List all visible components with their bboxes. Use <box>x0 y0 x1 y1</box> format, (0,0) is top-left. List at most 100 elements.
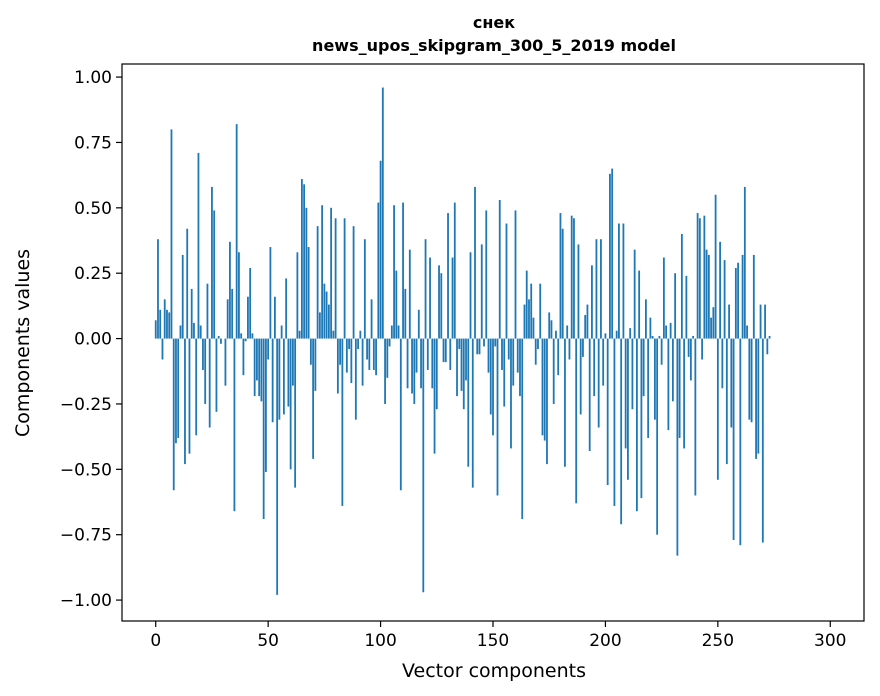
bar <box>190 288 193 339</box>
bar <box>687 338 690 357</box>
bar <box>177 338 180 438</box>
bar <box>671 338 674 402</box>
bar <box>330 207 333 339</box>
bar <box>300 179 303 339</box>
bar <box>528 299 530 339</box>
bar <box>334 218 337 339</box>
bar <box>761 338 764 543</box>
bar <box>175 338 177 444</box>
bar <box>278 338 281 420</box>
bar <box>287 338 290 407</box>
bar <box>512 338 515 386</box>
bar <box>719 241 721 339</box>
bar <box>633 249 636 339</box>
bar <box>620 338 623 525</box>
bar <box>750 338 753 423</box>
bar <box>568 338 571 360</box>
bar <box>739 338 742 546</box>
bar <box>229 241 231 339</box>
bar <box>318 312 321 339</box>
bar <box>323 283 326 339</box>
bar <box>766 338 769 355</box>
bar <box>339 338 341 365</box>
bar <box>282 338 285 415</box>
bar <box>467 338 470 467</box>
bar <box>265 338 267 472</box>
bar <box>557 338 560 376</box>
bar <box>584 315 587 339</box>
bar <box>638 270 641 339</box>
bars-group <box>154 87 771 595</box>
bar <box>543 338 546 441</box>
y-tick-label: −1.00 <box>60 591 112 611</box>
bar <box>575 338 578 504</box>
bar <box>170 129 173 339</box>
bar <box>534 338 537 365</box>
bar <box>271 338 274 423</box>
bar <box>728 304 730 339</box>
bar <box>478 338 481 355</box>
bar <box>249 267 252 339</box>
bar <box>645 299 647 339</box>
bar <box>723 260 726 339</box>
bar <box>611 168 614 339</box>
bar <box>208 338 211 428</box>
bar <box>564 338 566 467</box>
x-ticks-group: 0 50 100 150 200 250 300 <box>150 621 846 651</box>
bar <box>559 213 562 339</box>
bar <box>579 338 582 415</box>
bar <box>368 338 371 370</box>
plot-frame <box>121 63 865 622</box>
bar <box>665 325 668 339</box>
bar <box>431 338 434 389</box>
bar <box>561 228 564 339</box>
bar <box>226 299 229 339</box>
bar <box>694 338 697 496</box>
bar <box>680 233 683 339</box>
bar <box>586 304 589 339</box>
bar <box>420 338 422 389</box>
bar <box>451 257 454 339</box>
bar <box>179 325 182 339</box>
bar <box>566 325 569 339</box>
bar <box>667 338 670 431</box>
bar <box>530 283 533 339</box>
bar <box>546 338 548 465</box>
bar <box>732 338 735 540</box>
bar <box>424 239 427 339</box>
bar <box>759 304 762 339</box>
bar <box>539 283 542 339</box>
x-tick-label: 250 <box>702 631 734 651</box>
bar <box>435 338 438 410</box>
bar <box>640 338 643 499</box>
bar <box>487 338 490 373</box>
bar <box>309 338 312 365</box>
bar <box>453 202 456 339</box>
bar <box>361 338 364 386</box>
bar <box>251 333 254 339</box>
bar <box>442 338 445 363</box>
bar <box>444 338 447 363</box>
bar <box>494 338 497 347</box>
bar <box>595 239 598 339</box>
chart-subtitle: news_upos_skipgram_300_5_2019 model <box>312 36 676 55</box>
bar <box>764 304 766 339</box>
bar <box>399 338 402 491</box>
bar <box>231 288 234 339</box>
bar <box>573 218 575 339</box>
bar <box>406 338 409 389</box>
bar <box>489 338 492 415</box>
bar <box>609 173 611 339</box>
bar <box>206 283 209 339</box>
bar <box>267 338 270 360</box>
bar <box>629 328 632 339</box>
bar <box>224 338 227 386</box>
bar <box>262 338 265 520</box>
bar <box>296 252 299 339</box>
bar <box>341 338 344 506</box>
bar <box>597 338 600 428</box>
bar <box>181 254 184 339</box>
y-ticks-group: 1.00 0.75 0.50 0.25 0.00 −0.25 −0.50 −0.75 −1.00 <box>60 68 122 611</box>
bar <box>519 338 521 397</box>
bar <box>188 338 191 454</box>
